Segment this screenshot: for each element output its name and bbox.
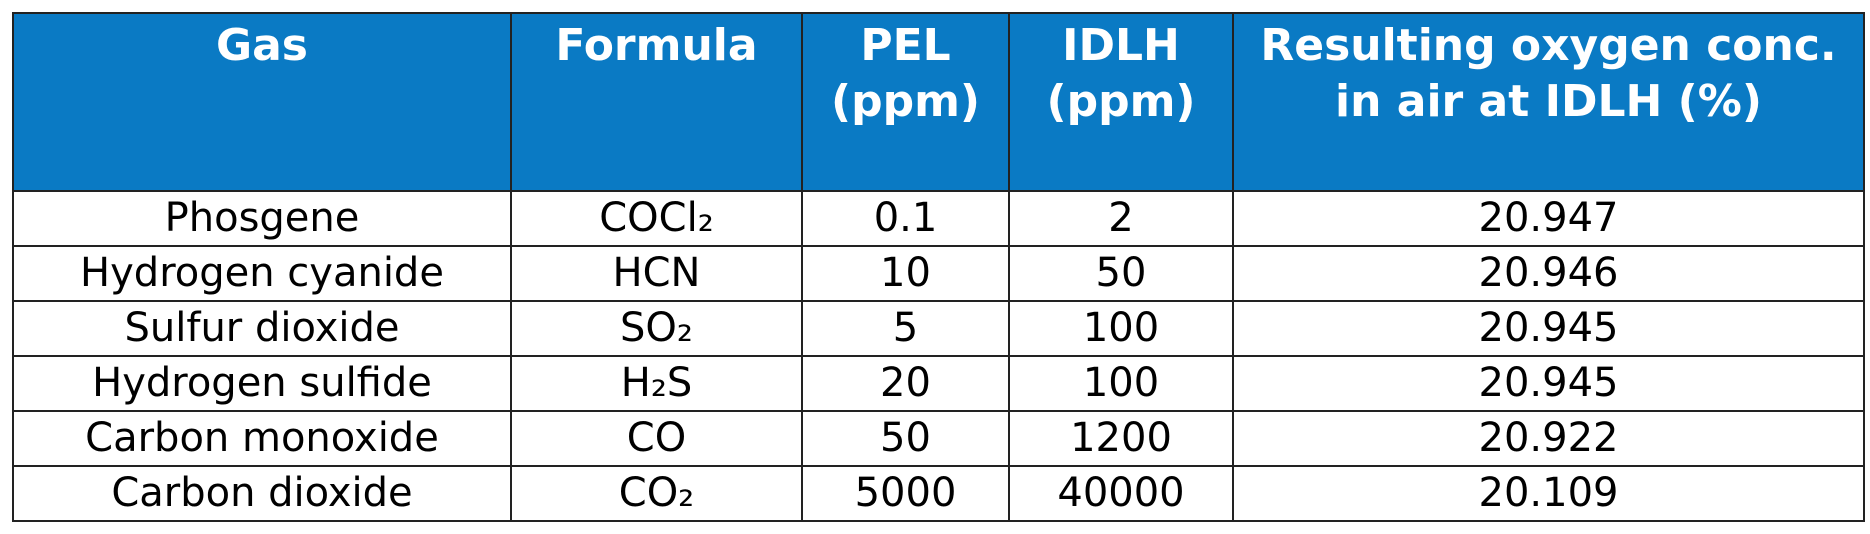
table-cell: 50 xyxy=(1008,245,1234,302)
table-cell: Hydrogen sulfide xyxy=(12,355,512,412)
table-cell: 20.945 xyxy=(1232,355,1865,412)
header-cell: IDLH (ppm) xyxy=(1008,12,1234,192)
table-cell: 20.109 xyxy=(1232,465,1865,522)
table-cell: COCl₂ xyxy=(510,190,803,247)
table-row: Hydrogen sulfide H₂S 20 100 20.945 xyxy=(12,355,1865,412)
table-cell: HCN xyxy=(510,245,803,302)
table-cell: Sulfur dioxide xyxy=(12,300,512,357)
table-cell: CO xyxy=(510,410,803,467)
table-cell: 50 xyxy=(801,410,1010,467)
table-cell: 100 xyxy=(1008,300,1234,357)
table-cell: 0.1 xyxy=(801,190,1010,247)
header-row: Gas Formula PEL (ppm) IDLH (ppm) Resulting o… xyxy=(12,12,1865,192)
table-row: Carbon monoxide CO 50 1200 20.922 xyxy=(12,410,1865,467)
table-cell: 10 xyxy=(801,245,1010,302)
table-body: Phosgene COCl₂ 0.1 2 20.947 Hydrogen cyanide H… xyxy=(12,190,1865,522)
table-cell: 40000 xyxy=(1008,465,1234,522)
table-cell: Hydrogen cyanide xyxy=(12,245,512,302)
table-cell: CO₂ xyxy=(510,465,803,522)
table-cell: 20 xyxy=(801,355,1010,412)
table-row: Hydrogen cyanide HCN 10 50 20.946 xyxy=(12,245,1865,302)
table-cell: 20.947 xyxy=(1232,190,1865,247)
table-row: Phosgene COCl₂ 0.1 2 20.947 xyxy=(12,190,1865,247)
header-cell: Gas xyxy=(12,12,512,192)
table-cell: 5 xyxy=(801,300,1010,357)
table-cell: 20.922 xyxy=(1232,410,1865,467)
table-cell: Carbon dioxide xyxy=(12,465,512,522)
header-cell: Formula xyxy=(510,12,803,192)
table-cell: 100 xyxy=(1008,355,1234,412)
table-cell: H₂S xyxy=(510,355,803,412)
table-cell: Carbon monoxide xyxy=(12,410,512,467)
table-cell: 2 xyxy=(1008,190,1234,247)
table-cell: 1200 xyxy=(1008,410,1234,467)
table-cell: SO₂ xyxy=(510,300,803,357)
table-cell: 5000 xyxy=(801,465,1010,522)
header-cell: Resulting oxygen conc. in air at IDLH (%… xyxy=(1232,12,1865,192)
gas-table: Gas Formula PEL (ppm) IDLH (ppm) Resulting o… xyxy=(12,12,1865,522)
table-row: Sulfur dioxide SO₂ 5 100 20.945 xyxy=(12,300,1865,357)
table-cell: Phosgene xyxy=(12,190,512,247)
table-row: Carbon dioxide CO₂ 5000 40000 20.109 xyxy=(12,465,1865,522)
table-cell: 20.945 xyxy=(1232,300,1865,357)
table-cell: 20.946 xyxy=(1232,245,1865,302)
header-cell: PEL (ppm) xyxy=(801,12,1010,192)
